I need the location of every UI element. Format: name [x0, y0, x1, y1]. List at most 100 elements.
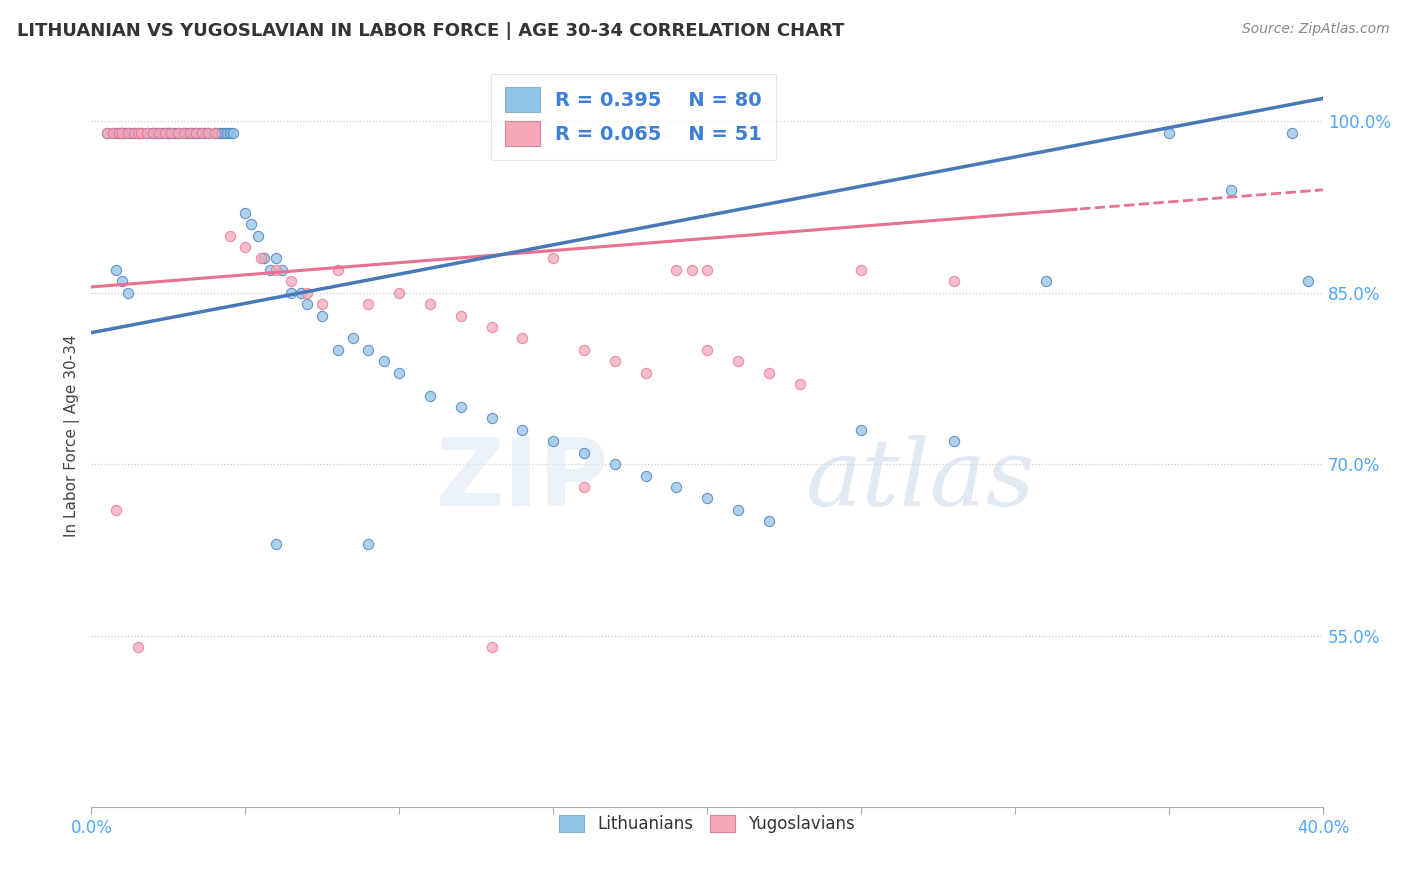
- Point: [111, 126, 134, 140]
- Point: [191, 126, 214, 140]
- Point: [129, 126, 152, 140]
- Point: [264, 262, 287, 277]
- Point: [142, 126, 165, 140]
- Point: [148, 126, 170, 140]
- Point: [209, 126, 232, 140]
- Point: [191, 126, 214, 140]
- Point: [101, 126, 124, 140]
- Point: [541, 252, 564, 266]
- Point: [157, 126, 180, 140]
- Point: [342, 331, 364, 345]
- Point: [176, 126, 198, 140]
- Point: [572, 446, 595, 460]
- Point: [311, 309, 333, 323]
- Point: [96, 126, 118, 140]
- Point: [111, 126, 134, 140]
- Point: [264, 537, 287, 551]
- Point: [117, 126, 139, 140]
- Point: [512, 423, 534, 437]
- Point: [145, 126, 167, 140]
- Point: [240, 217, 263, 231]
- Point: [696, 343, 718, 357]
- Point: [253, 252, 276, 266]
- Point: [481, 640, 503, 654]
- Point: [295, 285, 318, 300]
- Point: [204, 126, 226, 140]
- Point: [357, 297, 380, 311]
- Point: [696, 262, 718, 277]
- Point: [1035, 274, 1057, 288]
- Point: [124, 126, 146, 140]
- Point: [101, 126, 124, 140]
- Point: [311, 297, 333, 311]
- Point: [194, 126, 217, 140]
- Point: [264, 252, 287, 266]
- Point: [104, 262, 127, 277]
- Point: [108, 126, 131, 140]
- Point: [160, 126, 183, 140]
- Point: [160, 126, 183, 140]
- Point: [259, 262, 281, 277]
- Point: [117, 126, 139, 140]
- Point: [157, 126, 180, 140]
- Point: [155, 126, 177, 140]
- Point: [184, 126, 207, 140]
- Text: ZIP: ZIP: [436, 434, 609, 526]
- Point: [166, 126, 188, 140]
- Point: [357, 343, 380, 357]
- Point: [104, 503, 127, 517]
- Point: [142, 126, 165, 140]
- Text: LITHUANIAN VS YUGOSLAVIAN IN LABOR FORCE | AGE 30-34 CORRELATION CHART: LITHUANIAN VS YUGOSLAVIAN IN LABOR FORCE…: [17, 22, 844, 40]
- Point: [727, 354, 749, 368]
- Point: [96, 126, 118, 140]
- Point: [450, 400, 472, 414]
- Point: [246, 228, 269, 243]
- Point: [758, 366, 780, 380]
- Point: [212, 126, 235, 140]
- Y-axis label: In Labor Force | Age 30-34: In Labor Force | Age 30-34: [65, 334, 80, 537]
- Point: [150, 126, 173, 140]
- Point: [481, 411, 503, 425]
- Point: [219, 126, 242, 140]
- Point: [166, 126, 188, 140]
- Point: [373, 354, 395, 368]
- Point: [155, 126, 177, 140]
- Point: [233, 205, 256, 219]
- Point: [450, 309, 472, 323]
- Point: [388, 366, 411, 380]
- Point: [181, 126, 204, 140]
- Point: [388, 285, 411, 300]
- Point: [280, 274, 302, 288]
- Point: [942, 434, 965, 449]
- Point: [207, 126, 229, 140]
- Point: [727, 503, 749, 517]
- Point: [512, 331, 534, 345]
- Point: [108, 126, 131, 140]
- Point: [111, 126, 134, 140]
- Point: [789, 377, 811, 392]
- Point: [634, 468, 657, 483]
- Point: [326, 343, 349, 357]
- Point: [696, 491, 718, 506]
- Point: [117, 285, 139, 300]
- Point: [120, 126, 142, 140]
- Point: [179, 126, 201, 140]
- Point: [1296, 274, 1319, 288]
- Point: [127, 126, 149, 140]
- Point: [215, 126, 238, 140]
- Point: [481, 320, 503, 334]
- Point: [419, 297, 441, 311]
- Point: [290, 285, 312, 300]
- Point: [179, 126, 201, 140]
- Point: [271, 262, 294, 277]
- Point: [104, 126, 127, 140]
- Point: [197, 126, 219, 140]
- Point: [127, 640, 149, 654]
- Point: [204, 126, 226, 140]
- Point: [124, 126, 146, 140]
- Point: [665, 262, 688, 277]
- Point: [233, 240, 256, 254]
- Point: [572, 343, 595, 357]
- Point: [603, 457, 626, 471]
- Point: [249, 252, 271, 266]
